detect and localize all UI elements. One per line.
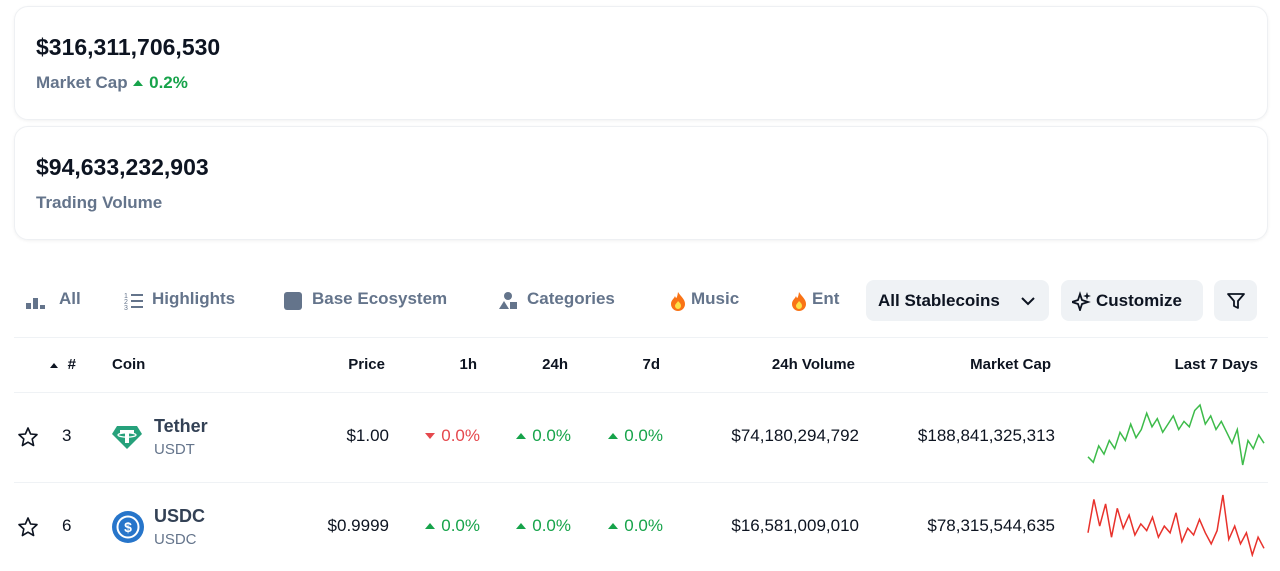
- change-arrow: [608, 433, 619, 439]
- divider: [14, 482, 1268, 483]
- percent-text: 0.0%: [624, 516, 663, 535]
- star-button[interactable]: [17, 426, 39, 448]
- column-header[interactable]: 24h Volume: [771, 356, 855, 373]
- sparkline: [1087, 403, 1265, 466]
- coin-symbol: USDT: [154, 441, 195, 458]
- tab[interactable]: Highlights: [152, 289, 236, 308]
- tab[interactable]: All: [59, 289, 81, 308]
- chevron: [1021, 297, 1035, 306]
- market-cap: $188,841,325,313: [917, 426, 1055, 445]
- percent-change: 0.0%: [573, 516, 663, 536]
- filter-icon: [1227, 293, 1245, 309]
- percent-change: 0.0%: [481, 516, 571, 536]
- tab-icon: [499, 292, 517, 309]
- divider: [14, 337, 1268, 338]
- rank: 3: [62, 426, 72, 445]
- sparkline-chart: [1087, 494, 1265, 557]
- stat-label: Trading Volume: [36, 193, 163, 212]
- percent-text: 0.0%: [532, 426, 571, 445]
- percent-text: 0.0%: [441, 516, 480, 535]
- column-header[interactable]: Coin: [112, 356, 146, 373]
- filter-button[interactable]: [1214, 280, 1257, 321]
- tab[interactable]: Categories: [527, 289, 615, 308]
- coin-symbol: USDC: [154, 531, 197, 548]
- sparkline: [1087, 494, 1265, 557]
- column-header[interactable]: 24h: [542, 356, 568, 373]
- stat-card: $316,311,706,530 Market Cap 0.2%: [14, 6, 1268, 120]
- sparkline-chart: [1087, 403, 1265, 466]
- sparkle-icon: [1072, 291, 1091, 311]
- coin-name: Tether: [154, 416, 208, 436]
- percent-change: 0.0%: [390, 426, 480, 446]
- change-arrow: [608, 523, 619, 529]
- coin-icon: $: [112, 511, 144, 543]
- column-header[interactable]: #: [67, 356, 76, 373]
- stat-label: Market Cap 0.2%: [36, 73, 188, 93]
- volume: $74,180,294,792: [731, 426, 859, 445]
- change-arrow: [425, 523, 436, 529]
- tab[interactable]: Base Ecosystem: [312, 289, 448, 308]
- customize-button[interactable]: Customize: [1061, 280, 1203, 321]
- stat-change-text: 0.2%: [149, 73, 188, 92]
- svg-text:$: $: [124, 519, 132, 535]
- column-header[interactable]: 7d: [642, 356, 660, 373]
- up-arrow: [133, 80, 144, 86]
- column-header[interactable]: 1h: [459, 356, 477, 373]
- divider: [14, 392, 1268, 393]
- price: $1.00: [346, 426, 389, 445]
- percent-change: 0.0%: [390, 516, 480, 536]
- stat-value: $316,311,706,530: [36, 34, 221, 60]
- change-arrow: [425, 433, 436, 439]
- tab-icon: [284, 292, 302, 310]
- percent-text: 0.0%: [441, 426, 480, 445]
- tab[interactable]: Ent: [812, 289, 840, 308]
- svg-text:3: 3: [124, 305, 128, 311]
- rank: 6: [62, 516, 72, 535]
- tab[interactable]: Music: [691, 289, 740, 308]
- button-label: All Stablecoins: [878, 291, 1000, 310]
- percent-change: 0.0%: [573, 426, 663, 446]
- tab-icon: 123: [124, 293, 143, 311]
- star-button[interactable]: [17, 516, 39, 538]
- stat-card: $94,633,232,903 Trading Volume: [14, 126, 1268, 240]
- stat-value: $94,633,232,903: [36, 154, 209, 180]
- coin-icon: [112, 426, 142, 449]
- column-header[interactable]: Price: [348, 356, 385, 373]
- market-cap: $78,315,544,635: [927, 516, 1055, 535]
- tab-icon: [26, 298, 45, 309]
- fire-icon: [792, 292, 806, 311]
- button-label: Customize: [1096, 291, 1182, 310]
- percent-text: 0.0%: [624, 426, 663, 445]
- volume: $16,581,009,010: [731, 516, 859, 535]
- percent-change: 0.0%: [481, 426, 571, 446]
- column-header[interactable]: Market Cap: [970, 356, 1051, 373]
- svg-text:1: 1: [124, 293, 128, 300]
- dropdown-button[interactable]: All Stablecoins: [866, 280, 1049, 321]
- stat-label-text: Market Cap: [36, 73, 128, 92]
- change-arrow: [516, 523, 527, 529]
- stat-change: 0.2%: [132, 73, 188, 92]
- sort-arrow: [50, 363, 58, 368]
- column-header[interactable]: Last 7 Days: [1174, 356, 1258, 373]
- change-arrow: [516, 433, 527, 439]
- fire-icon: [671, 292, 685, 311]
- svg-text:2: 2: [124, 299, 128, 306]
- percent-text: 0.0%: [532, 516, 571, 535]
- coin-name: USDC: [154, 506, 206, 526]
- price: $0.9999: [327, 516, 389, 535]
